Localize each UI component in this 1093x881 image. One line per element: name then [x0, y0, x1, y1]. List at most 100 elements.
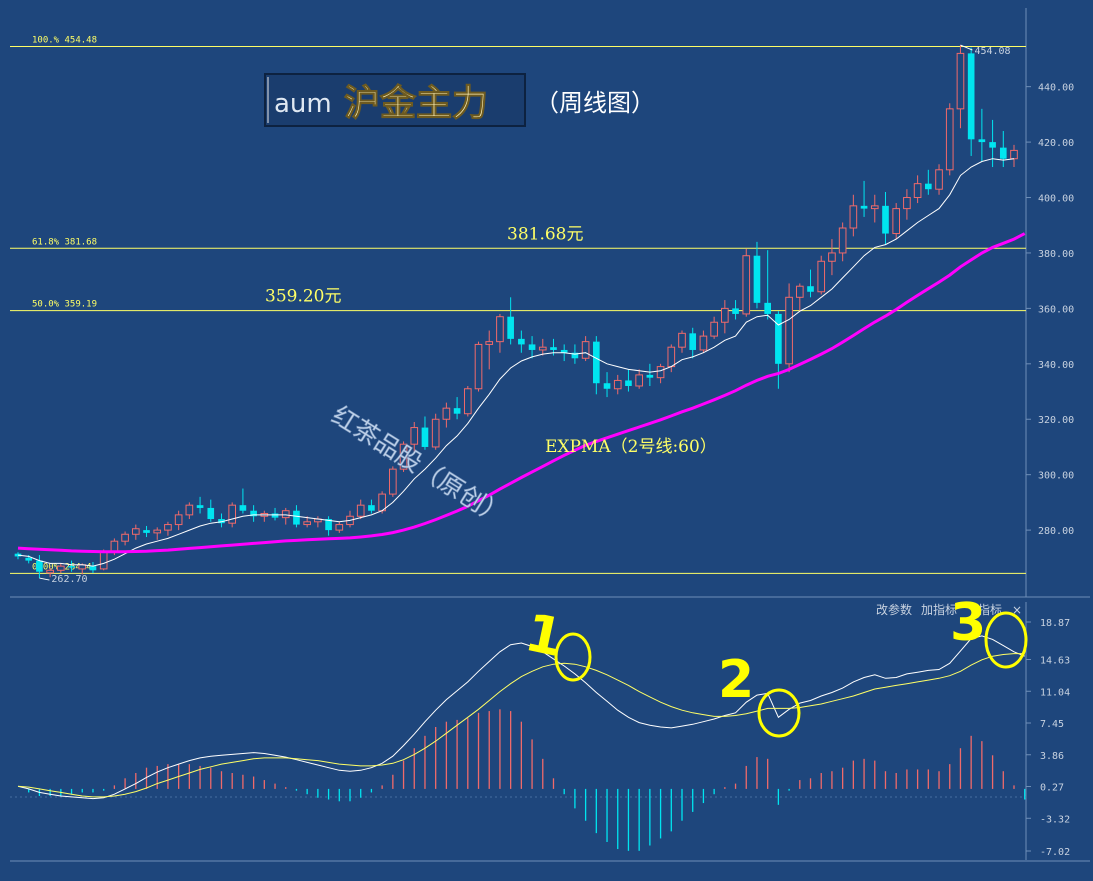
- candle-body-up: [303, 521, 311, 526]
- candle-body-up: [635, 374, 643, 387]
- candle-body-up: [410, 427, 419, 445]
- candle-body-down: [368, 505, 375, 511]
- candle-body-down: [603, 383, 611, 389]
- macd-tick-label: -7.02: [1040, 847, 1070, 858]
- candle-body-up: [870, 205, 879, 210]
- candle-body-down: [250, 510, 257, 517]
- price-level-label: 359.20元: [265, 287, 341, 307]
- candle-body-up: [903, 197, 911, 210]
- expma-slow-line: [17, 232, 1026, 554]
- price-level-label: 381.68元: [507, 224, 583, 244]
- macd-tick-label: 0.27: [1040, 783, 1064, 794]
- candle-body-up: [99, 551, 108, 570]
- macd-tick-label: 18.87: [1040, 618, 1070, 629]
- price-tick-label: 400.00: [1038, 194, 1074, 205]
- candle-body-up: [785, 296, 793, 365]
- macd-y-axis: 18.87 14.63 11.04 7.45 3.86 0.27 -3.32 -7.02: [1026, 618, 1070, 858]
- candle-body-up: [935, 169, 943, 190]
- close-icon[interactable]: ×: [1012, 603, 1022, 617]
- candle-body-up: [442, 407, 451, 420]
- candle-body-down: [421, 427, 429, 447]
- candle-body-up: [721, 307, 729, 323]
- candle-body-up: [185, 504, 194, 516]
- candle-body-up: [389, 468, 397, 495]
- candle-body-down: [68, 566, 75, 568]
- candle-body-up: [1010, 149, 1018, 160]
- price-tick-label: 440.00: [1038, 83, 1074, 94]
- candle-body-up: [742, 255, 751, 315]
- fib-level-label: 100.% 454.48: [32, 36, 97, 46]
- candle-body-up: [817, 260, 826, 293]
- change-params-button[interactable]: 改参数: [876, 602, 912, 617]
- indicator-menu-button[interactable]: 指标: [978, 602, 1002, 617]
- title-box: aum 沪金主力: [264, 73, 526, 127]
- macd-tick-label: 3.86: [1040, 751, 1064, 762]
- candle-body-up: [281, 510, 290, 519]
- candle-body-down: [507, 316, 514, 339]
- candle-body-down: [293, 510, 300, 525]
- highlight-circle-1: [554, 632, 592, 682]
- candle-body-down: [571, 352, 579, 359]
- candle-body-up: [335, 524, 344, 531]
- candle-body-down: [518, 338, 525, 345]
- candle-body-up: [795, 285, 804, 298]
- candle-body-down: [860, 205, 868, 209]
- candle-body-down: [25, 557, 33, 561]
- candle-body-up: [174, 514, 183, 526]
- candle-body-up: [678, 332, 686, 348]
- candle-body-down: [325, 519, 332, 531]
- expma-label: EXPMA（2号线:60）: [545, 437, 717, 457]
- candle-body-up: [46, 569, 54, 574]
- candle-body-down: [89, 566, 97, 571]
- macd-tick-label: 14.63: [1040, 656, 1070, 667]
- candle-body-up: [431, 418, 440, 448]
- high-marker-pointer: [960, 44, 973, 51]
- candle-body-down: [143, 530, 150, 533]
- candle-body-down: [925, 183, 932, 190]
- candle-body-up: [581, 341, 590, 359]
- price-y-axis: 280.00 300.00 320.00 340.00 360.00 380.00 400.…: [1026, 83, 1074, 537]
- candle-body-up: [913, 183, 922, 199]
- candle-body-up: [474, 343, 483, 390]
- candle-body-up: [228, 504, 237, 524]
- candle-body-down: [14, 553, 22, 557]
- macd-dif-line: [17, 635, 1025, 800]
- candle-body-up: [485, 341, 494, 345]
- macd-tick-label: -3.32: [1040, 814, 1070, 825]
- candle-body-down: [550, 347, 557, 350]
- macd-tick-label: 7.45: [1040, 719, 1064, 730]
- candle-body-down: [218, 519, 225, 524]
- candle-body-up: [496, 316, 504, 343]
- candle-body-down: [978, 139, 986, 143]
- expma-fast-line: [17, 158, 1015, 567]
- candle-body-down: [732, 308, 739, 314]
- price-tick-label: 340.00: [1038, 360, 1074, 371]
- indicator-toolbar: 改参数 加指标 指标 ×: [876, 602, 1022, 617]
- price-tick-label: 360.00: [1038, 304, 1074, 315]
- candle-body-up: [849, 205, 858, 229]
- instrument-name: 沪金主力: [344, 82, 488, 124]
- candle-body-up: [667, 346, 676, 368]
- candle-body-down: [764, 302, 771, 314]
- candle-body-down: [646, 374, 654, 378]
- candle-body-up: [378, 493, 386, 512]
- price-tick-label: 300.00: [1038, 471, 1074, 482]
- fib-level-label: 50.0% 359.19: [32, 300, 97, 310]
- price-level-labels: 381.68元 359.20元 454.08 262.70: [39, 44, 1011, 585]
- candle-body-up: [710, 321, 718, 337]
- candle-body-down: [560, 349, 568, 353]
- add-indicator-button[interactable]: 加指标: [921, 602, 957, 617]
- macd-tick-label: 11.04: [1040, 687, 1070, 698]
- candle-body-down: [36, 560, 43, 572]
- annotation-label-2: 2: [718, 650, 754, 710]
- candle-body-up: [828, 252, 836, 262]
- candlestick-series: [14, 45, 1018, 579]
- price-tick-label: 380.00: [1038, 249, 1074, 260]
- macd-dea-line: [17, 653, 1025, 798]
- price-tick-label: 280.00: [1038, 526, 1074, 537]
- candle-body-down: [625, 380, 632, 386]
- candle-body-up: [538, 346, 547, 351]
- candle-body-up: [399, 443, 408, 470]
- annotation-label-3: 3: [950, 593, 986, 653]
